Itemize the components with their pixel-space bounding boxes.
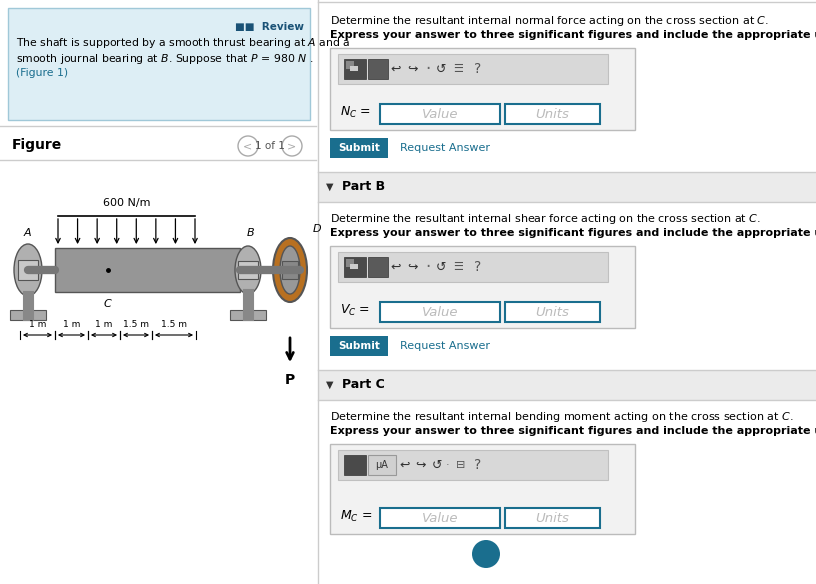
Bar <box>346 61 354 69</box>
Text: Request Answer: Request Answer <box>400 143 490 153</box>
Bar <box>318 172 816 202</box>
Text: <: < <box>243 141 253 151</box>
Text: ·: · <box>446 460 450 470</box>
Text: ↩: ↩ <box>391 260 401 273</box>
Text: 1 of 1: 1 of 1 <box>255 141 285 151</box>
Text: Value: Value <box>422 512 459 524</box>
Bar <box>368 257 388 277</box>
Bar <box>368 59 388 79</box>
Bar <box>505 508 600 528</box>
Bar <box>8 8 310 120</box>
Bar <box>350 66 358 71</box>
Text: Submit: Submit <box>338 143 380 153</box>
Text: Units: Units <box>535 107 569 120</box>
Text: Submit: Submit <box>338 341 380 351</box>
Bar <box>344 455 366 475</box>
Ellipse shape <box>280 246 300 294</box>
Text: $A$: $A$ <box>24 226 33 238</box>
Text: ↪: ↪ <box>408 260 419 273</box>
Text: ?: ? <box>474 62 481 76</box>
Text: 600 N/m: 600 N/m <box>103 198 150 208</box>
Text: ↪: ↪ <box>408 62 419 75</box>
Text: ↩: ↩ <box>400 458 410 471</box>
Text: $N_C$ =: $N_C$ = <box>340 105 371 120</box>
Bar <box>368 455 396 475</box>
Text: Figure: Figure <box>12 138 62 152</box>
Text: ?: ? <box>474 458 481 472</box>
Text: ·: · <box>425 60 431 78</box>
Ellipse shape <box>14 244 42 296</box>
Bar <box>330 444 635 534</box>
Text: Part C: Part C <box>342 378 385 391</box>
Text: ▼: ▼ <box>326 380 334 390</box>
Text: $V_C$ =: $V_C$ = <box>340 303 370 318</box>
Text: ↩: ↩ <box>391 62 401 75</box>
Text: Value: Value <box>422 305 459 318</box>
Text: $B$: $B$ <box>246 226 255 238</box>
Text: $D$: $D$ <box>312 222 322 234</box>
Bar <box>344 59 366 79</box>
Bar <box>380 104 500 124</box>
Text: ⊟: ⊟ <box>456 460 466 470</box>
Bar <box>338 252 608 282</box>
Bar <box>338 54 608 84</box>
Bar <box>318 370 816 400</box>
Bar <box>505 302 600 322</box>
Bar <box>282 261 298 279</box>
Text: smooth journal bearing at $\mathit{B}$. Suppose that $P$ = 980 $N$ .: smooth journal bearing at $\mathit{B}$. … <box>16 52 313 66</box>
Bar <box>55 248 240 292</box>
Text: $C$: $C$ <box>103 297 113 309</box>
Text: $\mathbf{P}$: $\mathbf{P}$ <box>284 373 296 387</box>
Bar <box>10 310 46 320</box>
Text: 1 m: 1 m <box>29 320 47 329</box>
Text: Units: Units <box>535 512 569 524</box>
Ellipse shape <box>235 246 261 294</box>
Bar <box>380 508 500 528</box>
Text: (Figure 1): (Figure 1) <box>16 68 68 78</box>
Text: Value: Value <box>422 107 459 120</box>
Text: Express your answer to three significant figures and include the appropriate uni: Express your answer to three significant… <box>330 426 816 436</box>
Ellipse shape <box>273 238 307 302</box>
Text: $M_C$ =: $M_C$ = <box>340 509 372 523</box>
Text: ↺: ↺ <box>436 62 446 75</box>
Text: 1.5 m: 1.5 m <box>161 320 187 329</box>
Bar <box>344 257 366 277</box>
Bar <box>380 302 500 322</box>
Text: >: > <box>287 141 297 151</box>
Bar <box>330 246 635 328</box>
Bar <box>330 48 635 130</box>
Text: 1 m: 1 m <box>95 320 113 329</box>
Bar <box>330 336 388 356</box>
Bar <box>18 260 38 280</box>
Text: μA: μA <box>375 460 388 470</box>
Bar <box>330 138 388 158</box>
Bar <box>346 259 354 267</box>
Text: ▼: ▼ <box>326 182 334 192</box>
Bar <box>505 104 600 124</box>
Bar <box>238 261 258 279</box>
Text: 1.5 m: 1.5 m <box>123 320 149 329</box>
Text: Units: Units <box>535 305 569 318</box>
Text: ■■  Review: ■■ Review <box>235 22 304 32</box>
Bar <box>230 310 266 320</box>
Text: ☰: ☰ <box>453 64 463 74</box>
Text: 1 m: 1 m <box>63 320 80 329</box>
Text: Determine the resultant internal bending moment acting on the cross section at $: Determine the resultant internal bending… <box>330 410 794 424</box>
Circle shape <box>472 540 500 568</box>
Text: Determine the resultant internal normal force acting on the cross section at $C$: Determine the resultant internal normal … <box>330 14 769 28</box>
Text: The shaft is supported by a smooth thrust bearing at $\mathit{A}$ and a: The shaft is supported by a smooth thrus… <box>16 36 350 50</box>
Text: ↺: ↺ <box>432 458 442 471</box>
Bar <box>338 450 608 480</box>
Text: ↪: ↪ <box>415 458 426 471</box>
Text: Express your answer to three significant figures and include the appropriate uni: Express your answer to three significant… <box>330 228 816 238</box>
Text: ☰: ☰ <box>453 262 463 272</box>
Bar <box>350 264 358 269</box>
Text: Determine the resultant internal shear force acting on the cross section at $C$.: Determine the resultant internal shear f… <box>330 212 761 226</box>
Text: ?: ? <box>474 260 481 274</box>
Text: Part B: Part B <box>342 180 385 193</box>
Text: Express your answer to three significant figures and include the appropriate uni: Express your answer to three significant… <box>330 30 816 40</box>
Text: ·: · <box>425 258 431 276</box>
Text: ↺: ↺ <box>436 260 446 273</box>
Text: Request Answer: Request Answer <box>400 341 490 351</box>
